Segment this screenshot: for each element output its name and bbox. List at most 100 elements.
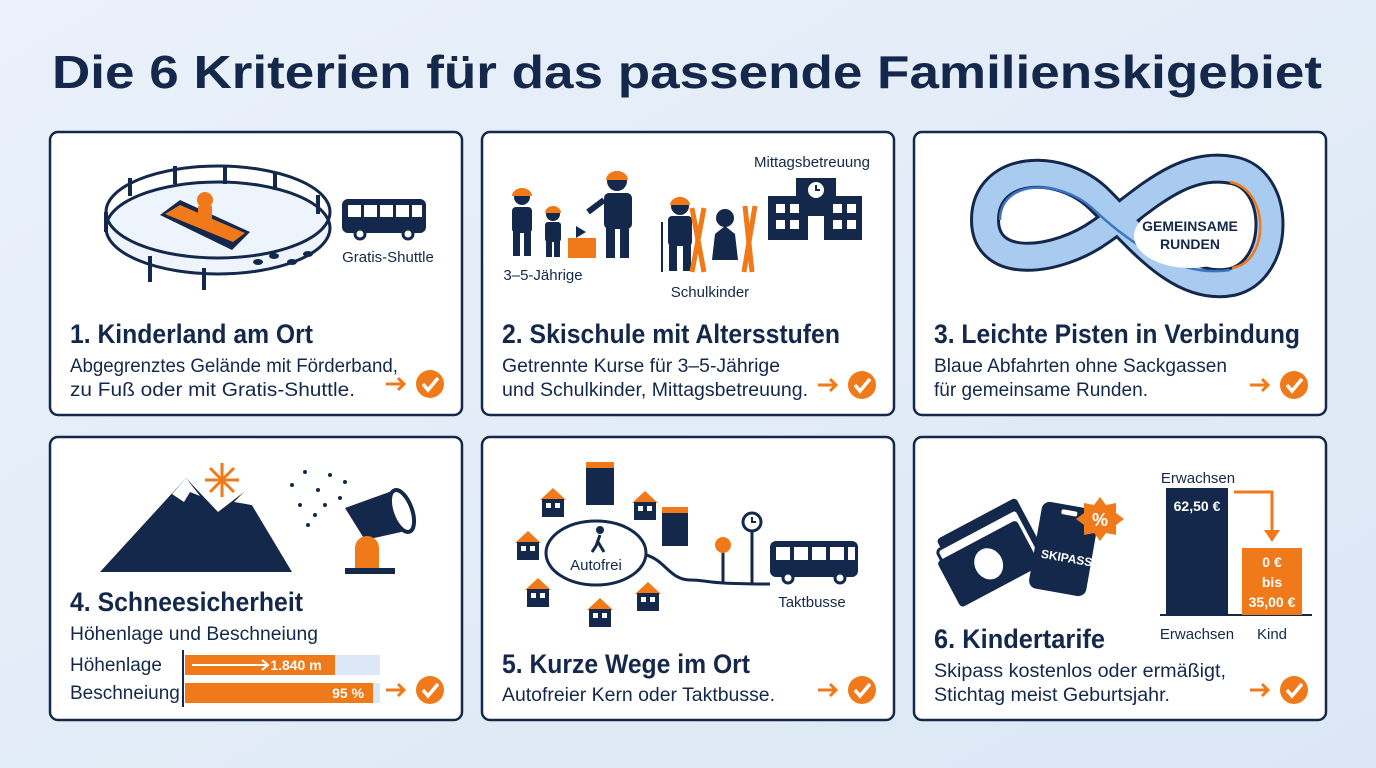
kinderland-illustration-part-part bbox=[364, 205, 377, 217]
skischule-illustration-part bbox=[620, 228, 629, 258]
skischule-illustration-part-part bbox=[833, 204, 842, 213]
town-illustration-part-part bbox=[812, 547, 826, 560]
price-label: 0 € bbox=[1262, 554, 1282, 570]
skischule-illustration-part bbox=[741, 205, 758, 273]
snow-illustration-part-part bbox=[338, 496, 342, 500]
bar-label: Höhenlage bbox=[70, 655, 162, 676]
kinderland-illustration-part-part bbox=[348, 205, 361, 217]
label: Taktbusse bbox=[778, 594, 846, 611]
kinderland-illustration bbox=[104, 164, 426, 290]
skischule-illustration-part bbox=[815, 185, 820, 191]
tarif-illustration bbox=[936, 488, 1312, 616]
label: Autofrei bbox=[570, 557, 622, 574]
skischule-illustration-part-part bbox=[847, 220, 856, 229]
town-illustration-part-part bbox=[776, 547, 790, 560]
snow-illustration-part-part bbox=[328, 473, 332, 477]
town-illustration-part bbox=[586, 465, 614, 505]
kinderland-illustration-part-part bbox=[380, 205, 393, 217]
piste-loop-illustration-part bbox=[972, 156, 1282, 296]
label: Schulkinder bbox=[671, 284, 749, 301]
town-illustration-part-part bbox=[830, 547, 844, 560]
card-heading: 3. Leichte Pisten in Verbindung bbox=[934, 319, 1300, 349]
skischule-illustration-part-part bbox=[833, 220, 842, 229]
card-description: Autofreier Kern oder Taktbusse. bbox=[502, 685, 775, 706]
skischule-illustration-part bbox=[586, 197, 606, 215]
town-illustration-part bbox=[776, 547, 855, 560]
card-frame-part bbox=[912, 130, 1328, 417]
skischule-illustration-part bbox=[524, 232, 531, 256]
tarif-illustration-part bbox=[1061, 509, 1078, 517]
bar-value-label: 95 % bbox=[332, 685, 364, 701]
skischule-illustration-part bbox=[554, 241, 560, 257]
snow-bars bbox=[182, 650, 380, 707]
town-illustration-part bbox=[586, 462, 614, 468]
skischule-illustration-part-part bbox=[808, 216, 824, 240]
tarif-illustration-part bbox=[1242, 548, 1302, 615]
skischule-illustration-part bbox=[776, 204, 856, 240]
town-illustration-part bbox=[781, 571, 795, 585]
skischule-illustration-part bbox=[576, 226, 586, 238]
card-description: Blaue Abfahrten ohne Sackgassen bbox=[934, 356, 1227, 377]
snow-illustration-part-part bbox=[343, 480, 347, 484]
card-description: Höhenlage und Beschneiung bbox=[70, 624, 318, 645]
snow-illustration-part-part bbox=[303, 470, 307, 474]
snow-illustration-part-part bbox=[316, 488, 320, 492]
card-description: Skipass kostenlos oder ermäßigt, bbox=[934, 661, 1226, 682]
piste-loop-illustration bbox=[969, 153, 1285, 299]
piste-loop-illustration-part bbox=[1229, 180, 1262, 270]
kinderland-illustration-part bbox=[353, 227, 367, 241]
skischule-illustration-part bbox=[668, 216, 692, 246]
kinderland-illustration-part-part bbox=[269, 253, 279, 259]
skischule-illustration-part-part bbox=[847, 204, 856, 213]
chart-label: Erwachsen bbox=[1160, 626, 1234, 643]
skischule-illustration-part-part bbox=[790, 204, 799, 213]
card-heading: 1. Kinderland am Ort bbox=[70, 319, 313, 349]
kinderland-illustration-part bbox=[401, 227, 415, 241]
card-description: Abgegrenztes Gelände mit Förderband, bbox=[70, 356, 398, 377]
tarif-illustration-part bbox=[1264, 530, 1280, 542]
kinderland-illustration-part bbox=[348, 205, 422, 217]
tarif-illustration-part bbox=[936, 498, 1041, 607]
card-frame-part bbox=[48, 435, 464, 722]
town-illustration-part bbox=[751, 517, 756, 523]
piste-loop-illustration-part bbox=[1134, 204, 1246, 268]
town-illustration bbox=[515, 462, 858, 627]
town-illustration-part-part bbox=[848, 547, 855, 560]
label: RUNDEN bbox=[1160, 236, 1220, 252]
label: GEMEINSAME bbox=[1142, 218, 1238, 234]
bar-value-label: 1.840 m bbox=[270, 657, 321, 673]
snow-bars-part bbox=[185, 683, 373, 703]
snow-illustration-part bbox=[234, 492, 256, 506]
skischule-illustration-part bbox=[546, 241, 552, 257]
snow-illustration-part-part bbox=[208, 466, 236, 494]
price-label: bis bbox=[1262, 574, 1282, 590]
skischule-illustration-part bbox=[568, 238, 596, 258]
skischule-illustration-part bbox=[545, 206, 561, 213]
kinderland-illustration-part-part bbox=[287, 259, 297, 265]
snow-illustration-part bbox=[387, 488, 417, 534]
town-illustration-part bbox=[833, 571, 847, 585]
skischule-illustration-part bbox=[669, 245, 677, 271]
town-illustration-part bbox=[544, 519, 648, 587]
chart-label: Kind bbox=[1257, 626, 1287, 643]
kinderland-illustration-part bbox=[253, 251, 313, 265]
snow-illustration-part bbox=[205, 463, 239, 497]
kinderland-illustration-part-part bbox=[396, 205, 409, 217]
page-title: Die 6 Kriterien für das passende Familie… bbox=[52, 46, 1322, 98]
town-illustration-part bbox=[645, 553, 771, 586]
skischule-illustration-part-part bbox=[776, 204, 785, 213]
skischule-illustration-part bbox=[683, 245, 691, 271]
snow-illustration-part-part bbox=[323, 503, 327, 507]
kinderland-illustration-part bbox=[198, 206, 212, 222]
card-description: Getrennte Kurse für 3–5-Jährige bbox=[502, 356, 780, 377]
card-description: und Schulkinder, Mittagsbetreuung. bbox=[502, 380, 808, 401]
skischule-illustration-part bbox=[716, 209, 734, 227]
kinderland-illustration-part-part bbox=[303, 251, 313, 257]
tarif-illustration-part bbox=[1166, 488, 1228, 615]
skischule-illustration-part bbox=[604, 193, 632, 229]
snow-illustration-part-part bbox=[306, 523, 310, 527]
skischule-illustration bbox=[512, 171, 862, 273]
snow-illustration-part-part bbox=[290, 483, 294, 487]
tarif-illustration-part bbox=[1076, 497, 1124, 541]
